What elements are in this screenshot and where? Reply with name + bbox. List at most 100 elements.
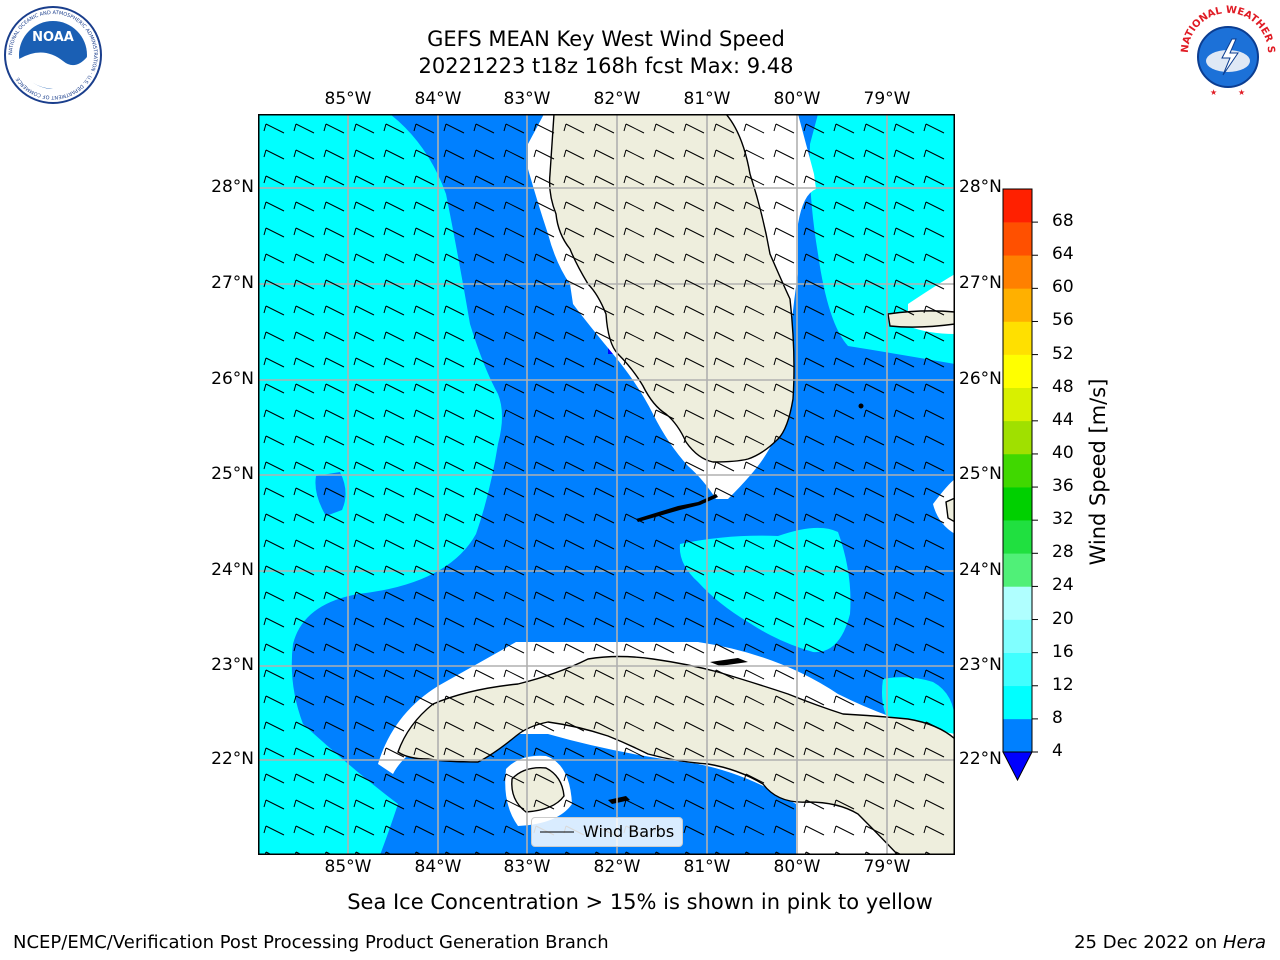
- wind-barb: [413, 669, 435, 680]
- colorbar-tick-label: 24: [1052, 575, 1074, 596]
- wind-barb: [713, 747, 735, 758]
- wind-barb: [743, 175, 765, 186]
- gulf-pocket-low-wind-region: [315, 472, 346, 516]
- wind-barb: [653, 461, 675, 472]
- wind-barb: [503, 383, 525, 394]
- wind-barb: [293, 279, 315, 290]
- wind-barb: [593, 695, 615, 706]
- wind-barb: [743, 539, 765, 550]
- wind-barb: [923, 669, 945, 680]
- wind-barb: [893, 643, 915, 654]
- wind-barb: [353, 747, 375, 758]
- colorbar-tick-label: 68: [1052, 211, 1074, 232]
- wind-barb: [293, 149, 315, 160]
- lon-label-bottom: 81°W: [683, 857, 731, 877]
- wind-barb: [263, 435, 285, 446]
- wind-barb: [833, 331, 855, 342]
- wind-barb: [563, 409, 585, 420]
- wind-barb: [503, 409, 525, 420]
- wind-barb: [923, 175, 945, 186]
- colorbar-tick-label: 16: [1052, 641, 1074, 662]
- wind-barb: [533, 201, 555, 212]
- wind-barb: [383, 331, 405, 342]
- wind-barb: [353, 409, 375, 420]
- wind-barb: [893, 149, 915, 160]
- wind-barb: [713, 279, 735, 290]
- wind-barb: [413, 123, 435, 134]
- wind-barb: [743, 305, 765, 316]
- wind-barb: [623, 149, 645, 160]
- wind-barb: [803, 305, 825, 316]
- wind-barb: [653, 721, 675, 732]
- colorbar-tick-label: 52: [1052, 343, 1074, 364]
- wind-barb: [323, 435, 345, 446]
- wind-barb: [623, 539, 645, 550]
- wind-barb: [353, 201, 375, 212]
- wind-barb: [593, 279, 615, 290]
- isla-juventud-land: [511, 767, 565, 813]
- wind-barb: [413, 435, 435, 446]
- wind-barb: [653, 305, 675, 316]
- wind-barb: [653, 123, 675, 134]
- lat-label-right: 28°N: [959, 177, 1002, 197]
- colorbar-segment: [1003, 222, 1032, 256]
- wind-barb: [263, 409, 285, 420]
- lat-label-left: 24°N: [211, 560, 254, 580]
- wind-barb: [863, 825, 885, 836]
- wind-barb: [323, 747, 345, 758]
- wind-barb: [893, 409, 915, 420]
- wind-barb: [803, 565, 825, 576]
- wind-barb: [833, 513, 855, 524]
- wind-barb: [533, 123, 555, 134]
- wind-barb: [353, 357, 375, 368]
- wind-barb: [443, 305, 465, 316]
- wind-barb: [383, 669, 405, 680]
- wind-barb: [683, 435, 705, 446]
- wind-barb: [653, 253, 675, 264]
- lon-label-bottom: 83°W: [503, 857, 551, 877]
- wind-barb: [533, 253, 555, 264]
- wind-barb: [593, 461, 615, 472]
- wind-barb: [923, 825, 945, 836]
- wind-barb: [743, 227, 765, 238]
- wind-barb: [263, 747, 285, 758]
- wind-barb: [473, 773, 495, 784]
- wind-barb: [443, 331, 465, 342]
- lat-label-right: 27°N: [959, 273, 1002, 293]
- wind-barb: [413, 149, 435, 160]
- wind-barb: [533, 409, 555, 420]
- wind-barb: [443, 539, 465, 550]
- wind-barb: [863, 669, 885, 680]
- wind-barb: [413, 461, 435, 472]
- colorbar: [1002, 188, 1038, 782]
- wind-barb: [563, 305, 585, 316]
- wind-barb: [563, 591, 585, 602]
- wind-barb: [593, 331, 615, 342]
- wind-barb: [893, 279, 915, 290]
- wind-barb: [533, 513, 555, 524]
- wind-barb: [713, 357, 735, 368]
- colorbar-frame: [1002, 188, 1033, 753]
- colorbar-title: Wind Speed [m/s]: [1086, 378, 1110, 566]
- wind-barb: [443, 175, 465, 186]
- wind-barb: [533, 643, 555, 654]
- wind-barb: [923, 565, 945, 576]
- wind-barb: [863, 279, 885, 290]
- wind-barb: [383, 565, 405, 576]
- wind-barb: [863, 409, 885, 420]
- grand-bahama-land: [887, 310, 955, 328]
- wind-barb: [413, 253, 435, 264]
- wind-barb: [383, 487, 405, 498]
- wind-barb: [803, 435, 825, 446]
- wind-barb: [383, 773, 405, 784]
- wind-barb: [563, 123, 585, 134]
- wind-barb: [293, 305, 315, 316]
- wind-barb: [923, 435, 945, 446]
- wind-barb: [383, 825, 405, 836]
- wind-barb: [353, 175, 375, 186]
- wind-barb: [803, 747, 825, 758]
- wind-barb: [563, 773, 585, 784]
- wind-barb: [653, 487, 675, 498]
- wind-barb: [923, 149, 945, 160]
- wind-barb: [863, 539, 885, 550]
